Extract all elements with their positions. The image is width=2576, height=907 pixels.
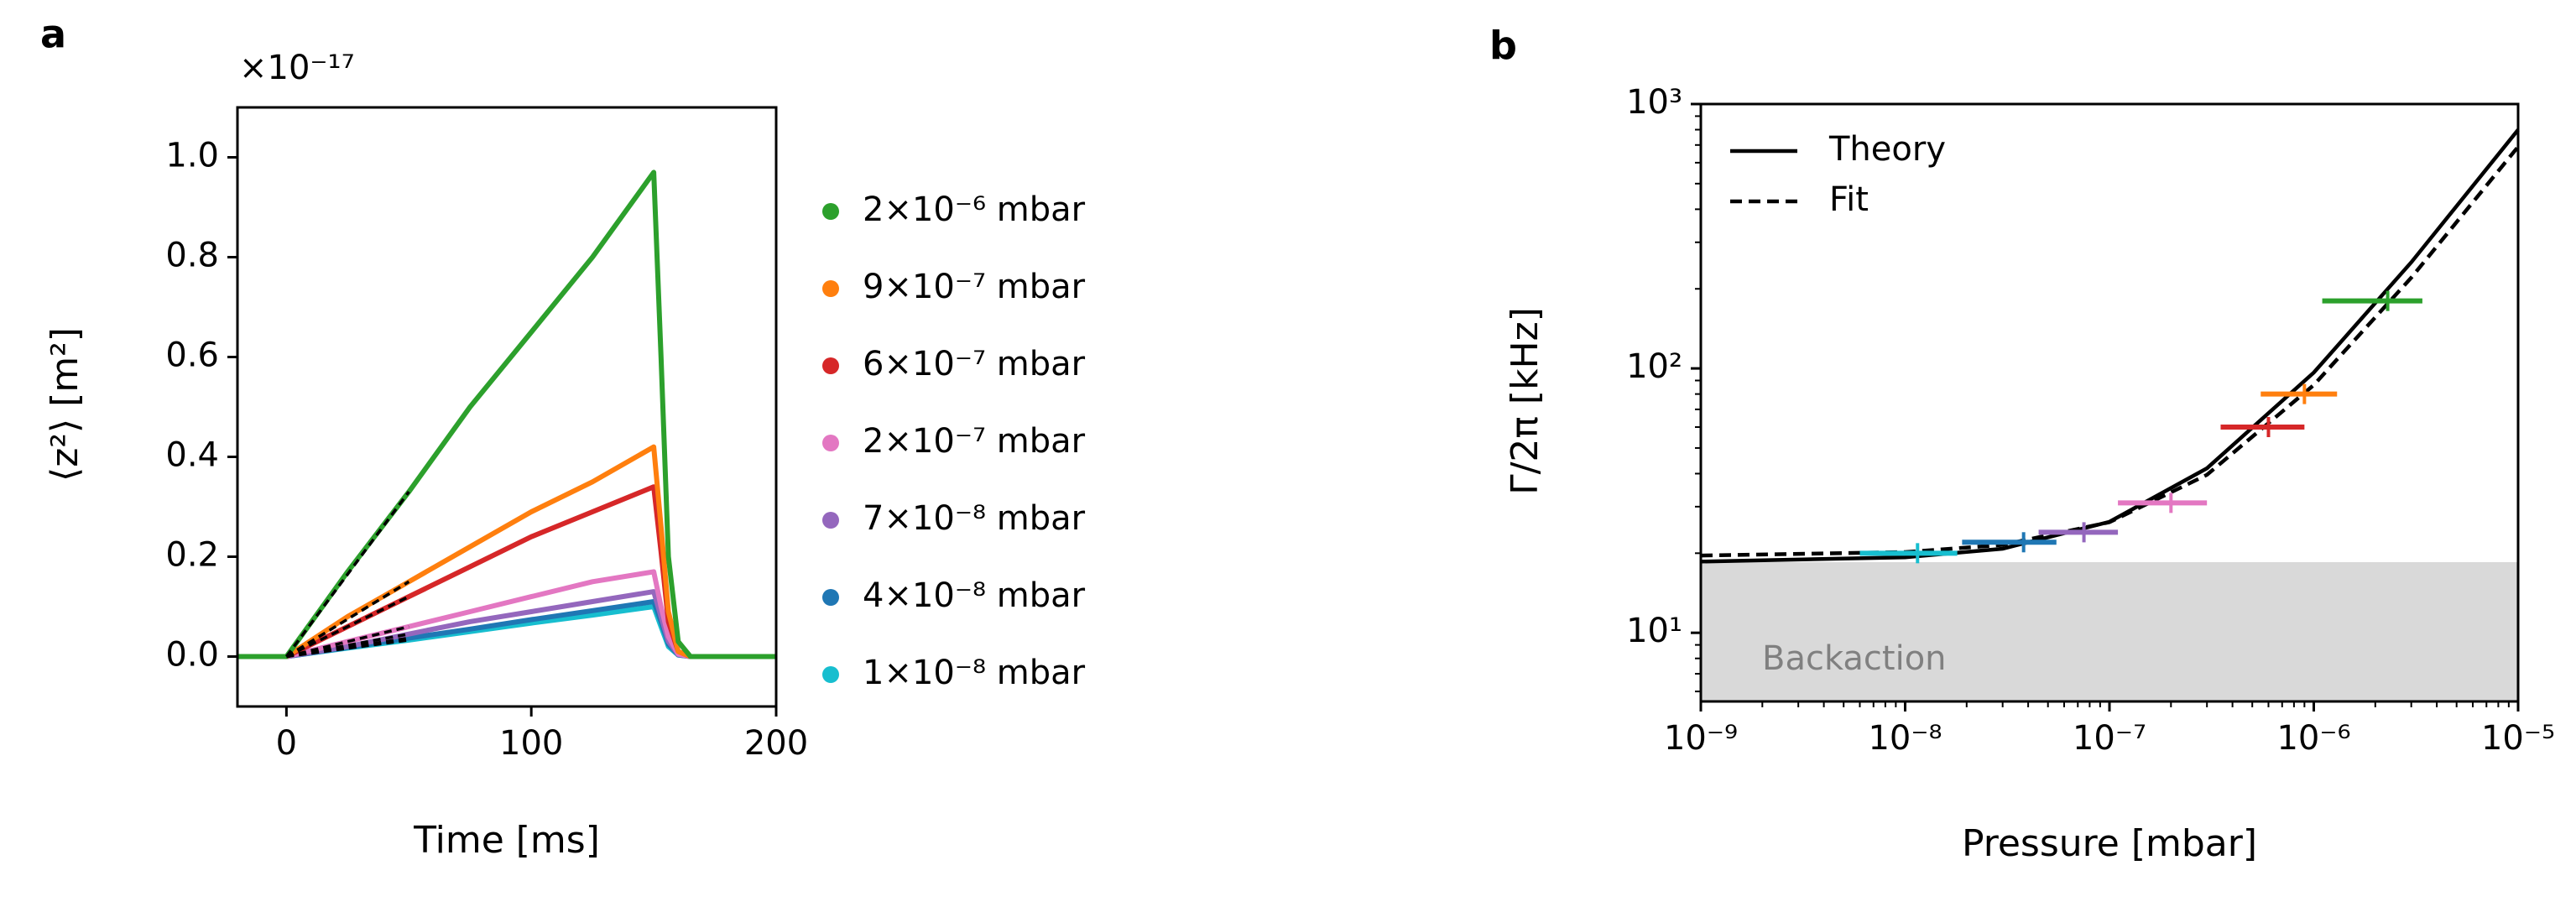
backaction-label: Backaction (1762, 639, 1947, 678)
y-tick-label: 0.2 (165, 536, 219, 575)
offset-label: ×10⁻¹⁷ (239, 49, 355, 87)
legend-label: 2×10⁻⁷ mbar (863, 422, 1086, 461)
x-tick-label: 10⁻⁹ (1664, 719, 1738, 758)
y-tick-label: 0.4 (165, 436, 219, 475)
x-tick-label: 0 (276, 724, 297, 763)
legend-marker (822, 589, 839, 606)
fit-line (285, 595, 410, 659)
y-axis-label: Γ/2π [kHz] (1504, 307, 1546, 495)
panel-letter: a (40, 12, 66, 57)
x-axis-label: Time [ms] (413, 819, 600, 862)
y-tick-label: 10¹ (1626, 612, 1682, 650)
fit-line (285, 580, 410, 658)
model-line (1700, 145, 2520, 558)
backaction-region (1701, 562, 2518, 701)
legend-label: 1×10⁻⁸ mbar (863, 654, 1086, 692)
x-tick-label: 10⁻⁵ (2481, 719, 2555, 758)
y-tick-label: 10² (1626, 347, 1682, 386)
y-tick-label: 0.0 (165, 636, 219, 675)
x-tick-label: 10⁻⁸ (1868, 719, 1942, 758)
x-tick-label: 100 (499, 724, 563, 763)
fit-line (286, 639, 409, 659)
model-line (1700, 128, 2520, 564)
legend-label: Fit (1829, 180, 1869, 219)
x-tick-label: 200 (744, 724, 808, 763)
legend-label: Theory (1828, 130, 1946, 169)
panel-letter: b (1489, 23, 1517, 69)
plot-frame (236, 106, 778, 708)
legend-marker (822, 280, 839, 297)
legend-marker (822, 666, 839, 683)
legend-marker (822, 357, 839, 374)
legend-marker (822, 203, 839, 220)
y-tick-label: 0.6 (165, 336, 219, 375)
series-line (237, 169, 776, 659)
series-group (237, 169, 776, 659)
legend-label: 4×10⁻⁸ mbar (863, 576, 1086, 615)
series-line (237, 444, 776, 659)
legend-label: 2×10⁻⁶ mbar (863, 190, 1086, 229)
x-tick-label: 10⁻⁷ (2073, 719, 2146, 758)
series-line (237, 484, 776, 659)
fit-line (285, 625, 409, 659)
x-tick-label: 10⁻⁶ (2276, 719, 2350, 758)
y-tick-label: 1.0 (165, 137, 219, 175)
legend-label: 6×10⁻⁷ mbar (863, 345, 1086, 383)
fit-line (286, 636, 409, 659)
fit-line (286, 632, 409, 659)
fit-line (284, 491, 410, 658)
y-tick-label: 10³ (1626, 83, 1682, 122)
legend-label: 9×10⁻⁷ mbar (863, 268, 1086, 306)
legend-marker (822, 435, 839, 451)
x-axis-label: Pressure [mbar] (1962, 822, 2257, 865)
legend-marker (822, 512, 839, 529)
y-tick-label: 0.8 (165, 237, 219, 275)
legend-label: 7×10⁻⁸ mbar (863, 499, 1086, 538)
y-axis-label: ⟨z²⟩ [m²] (44, 327, 86, 482)
